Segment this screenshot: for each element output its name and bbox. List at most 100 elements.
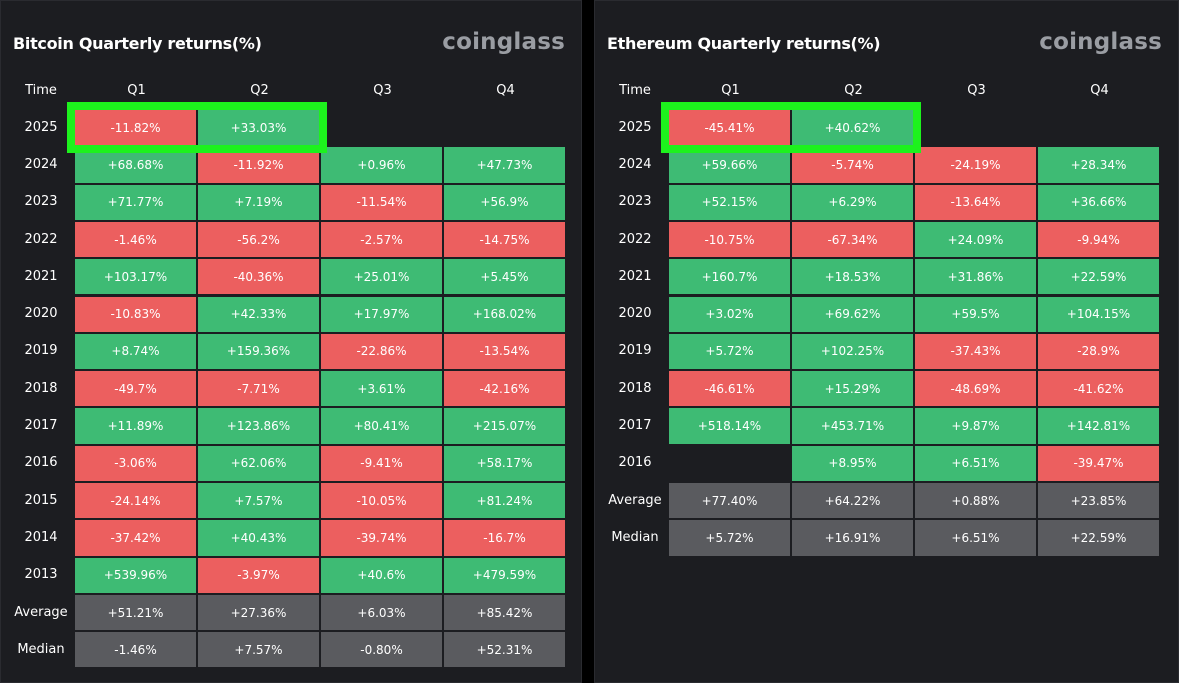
return-cell: +58.17%: [444, 445, 565, 481]
return-cell: +24.09%: [915, 221, 1036, 258]
quarter-header-q1: Q1: [127, 83, 146, 98]
row-label: 2016: [24, 455, 58, 471]
return-cell: +7.57%: [198, 632, 319, 668]
return-cell: +0.96%: [321, 147, 442, 183]
return-cell: -14.75%: [444, 221, 565, 258]
return-cell: +102.25%: [792, 333, 913, 370]
row-label: 2018: [24, 380, 58, 396]
row-label: 2024: [24, 156, 58, 172]
coinglass-logo: coinglass: [442, 29, 565, 55]
highlight-box: [661, 102, 921, 154]
return-cell: +59.5%: [915, 296, 1036, 332]
row-label: 2013: [24, 567, 58, 583]
return-cell: +52.31%: [444, 632, 565, 668]
return-cell: +8.95%: [792, 445, 913, 481]
return-cell: +7.19%: [198, 184, 319, 220]
return-cell: +31.86%: [915, 259, 1036, 295]
bitcoin-panel: Bitcoin Quarterly returns(%) coinglass T…: [0, 0, 582, 683]
return-cell: +40.6%: [321, 557, 442, 593]
row-label: 2015: [24, 492, 58, 508]
return-cell: -2.57%: [321, 221, 442, 258]
return-cell: +6.51%: [915, 520, 1036, 556]
row-label: 2019: [618, 343, 652, 359]
ethereum-returns-table: Time Q1 Q2 Q3 Q4 2025 -45.41% +40.62% 2024 +59.66…: [595, 1, 1178, 682]
return-cell: -46.61%: [669, 371, 790, 407]
return-cell: -3.97%: [198, 557, 319, 593]
return-cell: -13.64%: [915, 184, 1036, 220]
quarter-header-q1: Q1: [721, 83, 740, 98]
return-cell: +64.22%: [792, 483, 913, 519]
return-cell: -22.86%: [321, 333, 442, 370]
return-cell: +52.15%: [669, 184, 790, 220]
return-cell: -56.2%: [198, 221, 319, 258]
return-cell: -41.62%: [1038, 371, 1159, 407]
return-cell: -28.9%: [1038, 333, 1159, 370]
return-cell: +3.02%: [669, 296, 790, 332]
return-cell: -9.41%: [321, 445, 442, 481]
return-cell: -48.69%: [915, 371, 1036, 407]
row-label: 2020: [618, 306, 652, 322]
row-label: 2014: [24, 529, 58, 545]
row-label: 2017: [24, 418, 58, 434]
return-cell: -16.7%: [444, 520, 565, 556]
return-cell: +18.53%: [792, 259, 913, 295]
return-cell: -24.19%: [915, 147, 1036, 183]
return-cell: +6.51%: [915, 445, 1036, 481]
row-label: 2016: [618, 455, 652, 471]
return-cell: +85.42%: [444, 594, 565, 631]
return-cell: +5.72%: [669, 333, 790, 370]
time-header: Time: [619, 83, 651, 98]
return-cell: -3.06%: [75, 445, 196, 481]
row-label: 2019: [24, 343, 58, 359]
return-cell: -39.74%: [321, 520, 442, 556]
time-header: Time: [25, 83, 57, 98]
bitcoin-returns-table: Time Q1 Q2 Q3 Q4 2025 -11.82% +33.03% 2024 +68.68…: [1, 1, 581, 682]
return-cell: +15.29%: [792, 371, 913, 407]
return-cell: +71.77%: [75, 184, 196, 220]
return-cell: +47.73%: [444, 147, 565, 183]
row-label: 2020: [24, 306, 58, 322]
return-cell: +11.89%: [75, 408, 196, 444]
coinglass-logo: coinglass: [1039, 29, 1162, 55]
row-label: 2023: [618, 194, 652, 210]
row-label: 2023: [24, 194, 58, 210]
return-cell: +81.24%: [444, 483, 565, 519]
return-cell: +40.43%: [198, 520, 319, 556]
return-cell: +40.62%: [792, 110, 913, 146]
return-cell: +159.36%: [198, 333, 319, 370]
row-label: 2022: [618, 231, 652, 247]
return-cell: +23.85%: [1038, 483, 1159, 519]
return-cell: +69.62%: [792, 296, 913, 332]
return-cell: -13.54%: [444, 333, 565, 370]
return-cell: -9.94%: [1038, 221, 1159, 258]
row-label: 2024: [618, 156, 652, 172]
return-cell: +8.74%: [75, 333, 196, 370]
quarter-header-q2: Q2: [844, 83, 863, 98]
return-cell: -24.14%: [75, 483, 196, 519]
return-cell: +36.66%: [1038, 184, 1159, 220]
return-cell: +518.14%: [669, 408, 790, 444]
return-cell: +62.06%: [198, 445, 319, 481]
return-cell: -45.41%: [669, 110, 790, 146]
return-cell: +104.15%: [1038, 296, 1159, 332]
return-cell: +168.02%: [444, 296, 565, 332]
return-cell: +9.87%: [915, 408, 1036, 444]
return-cell: -49.7%: [75, 371, 196, 407]
return-cell: +5.72%: [669, 520, 790, 556]
return-cell: +5.45%: [444, 259, 565, 295]
return-cell: -1.46%: [75, 221, 196, 258]
row-label: 2018: [618, 380, 652, 396]
return-cell: +17.97%: [321, 296, 442, 332]
return-cell: -10.75%: [669, 221, 790, 258]
quarter-header-q3: Q3: [373, 83, 392, 98]
return-cell: +453.71%: [792, 408, 913, 444]
bitcoin-table-title: Bitcoin Quarterly returns(%): [13, 34, 262, 53]
row-label: 2017: [618, 418, 652, 434]
return-cell: +142.81%: [1038, 408, 1159, 444]
row-label: 2022: [24, 231, 58, 247]
return-cell: -39.47%: [1038, 445, 1159, 481]
return-cell: +160.7%: [669, 259, 790, 295]
return-cell: -40.36%: [198, 259, 319, 295]
return-cell: +51.21%: [75, 594, 196, 631]
row-label: 2025: [24, 119, 58, 135]
